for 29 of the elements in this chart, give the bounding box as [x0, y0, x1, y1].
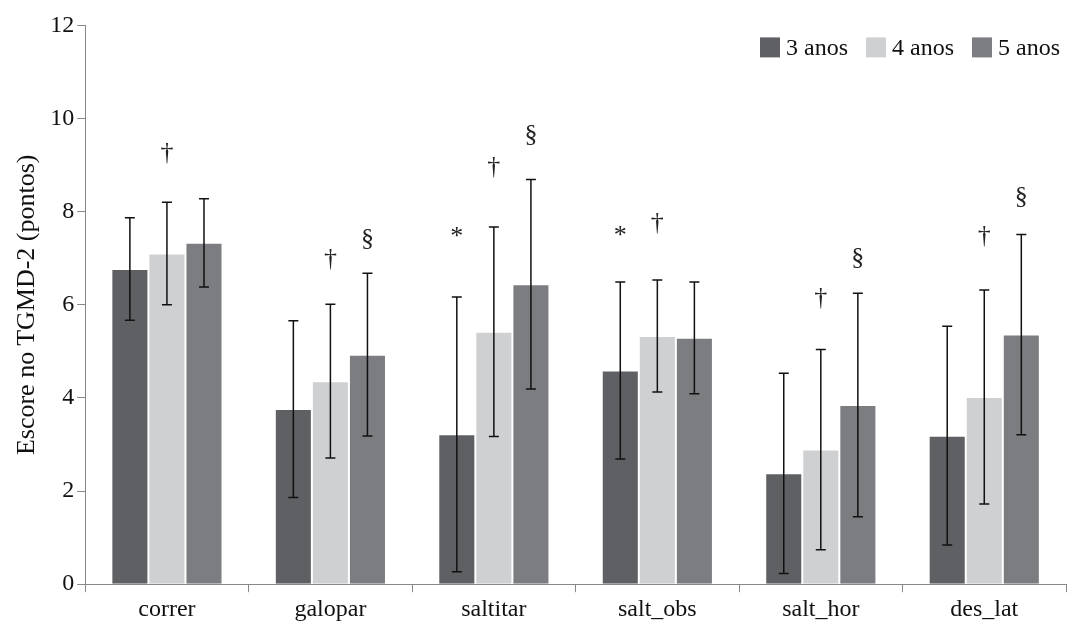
annotation: § — [360, 223, 374, 253]
y-tick-label: 4 — [62, 383, 75, 410]
annotation: † — [160, 137, 174, 167]
x-tick-label: salt_hor — [782, 594, 860, 621]
x-tick-label: correr — [138, 594, 196, 621]
legend-label: 3 anos — [786, 33, 849, 60]
annotation: § — [1014, 180, 1028, 210]
y-tick-label: 0 — [62, 569, 75, 596]
y-tick-label: 10 — [50, 103, 75, 130]
annotation: † — [487, 151, 501, 181]
annotation: † — [323, 243, 337, 273]
legend-label: 4 anos — [892, 33, 955, 60]
y-tick-label: 8 — [62, 196, 75, 223]
y-tick-label: 6 — [62, 290, 75, 317]
x-tick-label: des_lat — [950, 594, 1019, 621]
annotation: † — [814, 281, 828, 311]
y-tick-label: 12 — [50, 10, 75, 37]
annotation: * — [613, 220, 627, 250]
annotation: § — [851, 242, 865, 272]
x-tick-label: saltitar — [461, 594, 527, 621]
annotation: † — [977, 219, 991, 249]
annotation: § — [524, 118, 538, 148]
y-tick-label: 2 — [62, 476, 75, 503]
annotation: † — [650, 206, 664, 236]
annotation: * — [450, 221, 464, 251]
y-axis-title: Escore no TGMD-2 (pontos) — [11, 154, 41, 456]
x-tick-label: salt_obs — [618, 594, 697, 621]
legend-label: 5 anos — [998, 33, 1061, 60]
x-tick-label: galopar — [294, 594, 367, 621]
